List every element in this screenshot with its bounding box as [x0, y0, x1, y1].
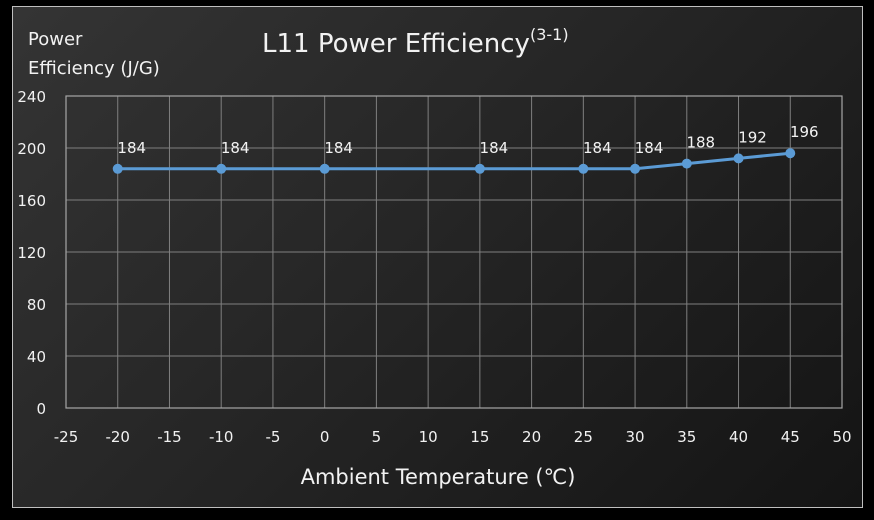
chart-title-main: L11 Power Efficiency [262, 29, 530, 59]
data-point-marker [733, 153, 744, 164]
y-axis-label-line2: Efficiency (J/G) [28, 58, 160, 79]
y-tick-label: 240 [17, 88, 46, 106]
y-tick-label: 80 [27, 296, 46, 314]
x-tick-label: 5 [372, 428, 382, 446]
x-tick-label: -10 [209, 428, 234, 446]
plot-area-border [65, 95, 843, 409]
x-tick-label: -5 [265, 428, 280, 446]
x-tick-label: 25 [574, 428, 593, 446]
data-label: 188 [686, 134, 715, 152]
data-point-marker [112, 163, 123, 174]
y-axis-label-line1: Power [28, 29, 83, 50]
x-tick-label: 35 [677, 428, 696, 446]
data-label: 184 [583, 139, 612, 157]
x-tick-label: 30 [626, 428, 645, 446]
data-label: 184 [117, 139, 146, 157]
x-axis-label: Ambient Temperature (℃) [301, 465, 576, 489]
x-tick-label: 45 [781, 428, 800, 446]
data-label: 184 [324, 139, 353, 157]
data-series: 184 184 184 184 184 184 188 192 196 [112, 123, 819, 174]
chart-frame [12, 6, 863, 508]
data-point-marker [216, 163, 227, 174]
y-tick-label: 200 [17, 140, 46, 158]
x-tick-label: -25 [54, 428, 79, 446]
data-point-marker [474, 163, 485, 174]
x-tick-label: -20 [105, 428, 130, 446]
data-label: 196 [790, 123, 819, 141]
data-point-marker [785, 148, 796, 159]
x-tick-label: -15 [157, 428, 182, 446]
y-tick-label: 160 [17, 192, 46, 210]
data-label: 184 [480, 139, 509, 157]
data-point-marker [630, 163, 641, 174]
chart-title-superscript: (3-1) [530, 25, 569, 44]
x-axis-ticks: -25 -20 -15 -10 -5 0 5 10 15 20 25 30 35 40 45 50 [54, 428, 852, 446]
x-tick-label: 0 [320, 428, 330, 446]
data-point-marker [319, 163, 330, 174]
x-tick-label: 10 [419, 428, 438, 446]
plot-grid [65, 95, 843, 409]
data-point-marker [578, 163, 589, 174]
x-tick-label: 15 [470, 428, 489, 446]
data-label: 192 [738, 128, 767, 146]
data-point-marker [681, 158, 692, 169]
x-tick-label: 20 [522, 428, 541, 446]
y-axis-ticks: 0 40 80 120 160 200 240 [17, 88, 46, 418]
y-tick-label: 40 [27, 348, 46, 366]
y-tick-label: 0 [36, 400, 46, 418]
data-label: 184 [635, 139, 664, 157]
chart-title: L11 Power Efficiency(3-1) [262, 25, 569, 59]
data-label: 184 [221, 139, 250, 157]
x-tick-label: 40 [729, 428, 748, 446]
x-tick-label: 50 [832, 428, 851, 446]
y-tick-label: 120 [17, 244, 46, 262]
